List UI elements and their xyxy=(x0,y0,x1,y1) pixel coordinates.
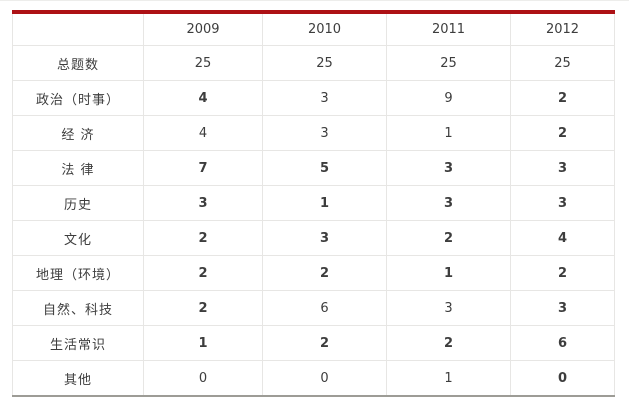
column-header-2012: 2012 xyxy=(510,11,615,46)
cell: 9 xyxy=(386,80,511,116)
cell: 3 xyxy=(143,185,263,221)
cell: 25 xyxy=(143,45,263,81)
cell: 1 xyxy=(262,185,387,221)
cell: 6 xyxy=(262,290,387,326)
table-row: 经 济 4 3 1 2 xyxy=(12,115,615,151)
cell: 4 xyxy=(143,80,263,116)
cell: 25 xyxy=(510,45,615,81)
table-header: 2009 2010 2011 2012 xyxy=(12,11,615,46)
row-label: 其他 xyxy=(12,360,144,397)
cell: 1 xyxy=(386,360,511,397)
cell: 3 xyxy=(510,290,615,326)
cell: 2 xyxy=(510,115,615,151)
column-header-2009: 2009 xyxy=(143,11,263,46)
row-label: 总题数 xyxy=(12,45,144,81)
cell: 2 xyxy=(143,290,263,326)
table-body: 总题数 25 25 25 25 政治（时事） 4 3 9 2 经 济 4 3 xyxy=(12,45,615,397)
row-label: 生活常识 xyxy=(12,325,144,361)
corner-cell xyxy=(12,11,144,46)
column-header-2011: 2011 xyxy=(386,11,511,46)
row-label: 地理（环境） xyxy=(12,255,144,291)
row-label: 自然、科技 xyxy=(12,290,144,326)
row-label: 政治（时事） xyxy=(12,80,144,116)
cell: 2 xyxy=(143,255,263,291)
table-row: 法 律 7 5 3 3 xyxy=(12,150,615,186)
cell: 2 xyxy=(262,325,387,361)
cell: 3 xyxy=(510,150,615,186)
cell: 3 xyxy=(262,115,387,151)
cell: 3 xyxy=(510,185,615,221)
cell: 0 xyxy=(262,360,387,397)
cell: 3 xyxy=(386,150,511,186)
table-row: 地理（环境） 2 2 1 2 xyxy=(12,255,615,291)
cell: 3 xyxy=(262,80,387,116)
cell: 4 xyxy=(510,220,615,256)
top-divider xyxy=(0,0,629,1)
cell: 2 xyxy=(510,255,615,291)
table-row: 其他 0 0 1 0 xyxy=(12,360,615,397)
cell: 3 xyxy=(262,220,387,256)
cell: 2 xyxy=(386,325,511,361)
cell: 4 xyxy=(143,115,263,151)
cell: 0 xyxy=(143,360,263,397)
row-label: 法 律 xyxy=(12,150,144,186)
table-row: 生活常识 1 2 2 6 xyxy=(12,325,615,361)
cell: 0 xyxy=(510,360,615,397)
cell: 1 xyxy=(143,325,263,361)
cell: 3 xyxy=(386,290,511,326)
cell: 3 xyxy=(386,185,511,221)
table-row: 总题数 25 25 25 25 xyxy=(12,45,615,81)
cell: 1 xyxy=(386,115,511,151)
column-header-2010: 2010 xyxy=(262,11,387,46)
row-label: 文化 xyxy=(12,220,144,256)
header-row: 2009 2010 2011 2012 xyxy=(12,11,615,46)
table-row: 自然、科技 2 6 3 3 xyxy=(12,290,615,326)
table-row: 政治（时事） 4 3 9 2 xyxy=(12,80,615,116)
cell: 2 xyxy=(386,220,511,256)
cell: 1 xyxy=(386,255,511,291)
cell: 5 xyxy=(262,150,387,186)
table-container: 2009 2010 2011 2012 总题数 25 25 25 25 政治（时… xyxy=(12,10,615,397)
cell: 2 xyxy=(143,220,263,256)
table-row: 文化 2 3 2 4 xyxy=(12,220,615,256)
cell: 7 xyxy=(143,150,263,186)
cell: 2 xyxy=(510,80,615,116)
row-label: 经 济 xyxy=(12,115,144,151)
cell: 6 xyxy=(510,325,615,361)
cell: 25 xyxy=(386,45,511,81)
cell: 2 xyxy=(262,255,387,291)
cell: 25 xyxy=(262,45,387,81)
row-label: 历史 xyxy=(12,185,144,221)
question-category-table: 2009 2010 2011 2012 总题数 25 25 25 25 政治（时… xyxy=(12,10,615,397)
table-row: 历史 3 1 3 3 xyxy=(12,185,615,221)
